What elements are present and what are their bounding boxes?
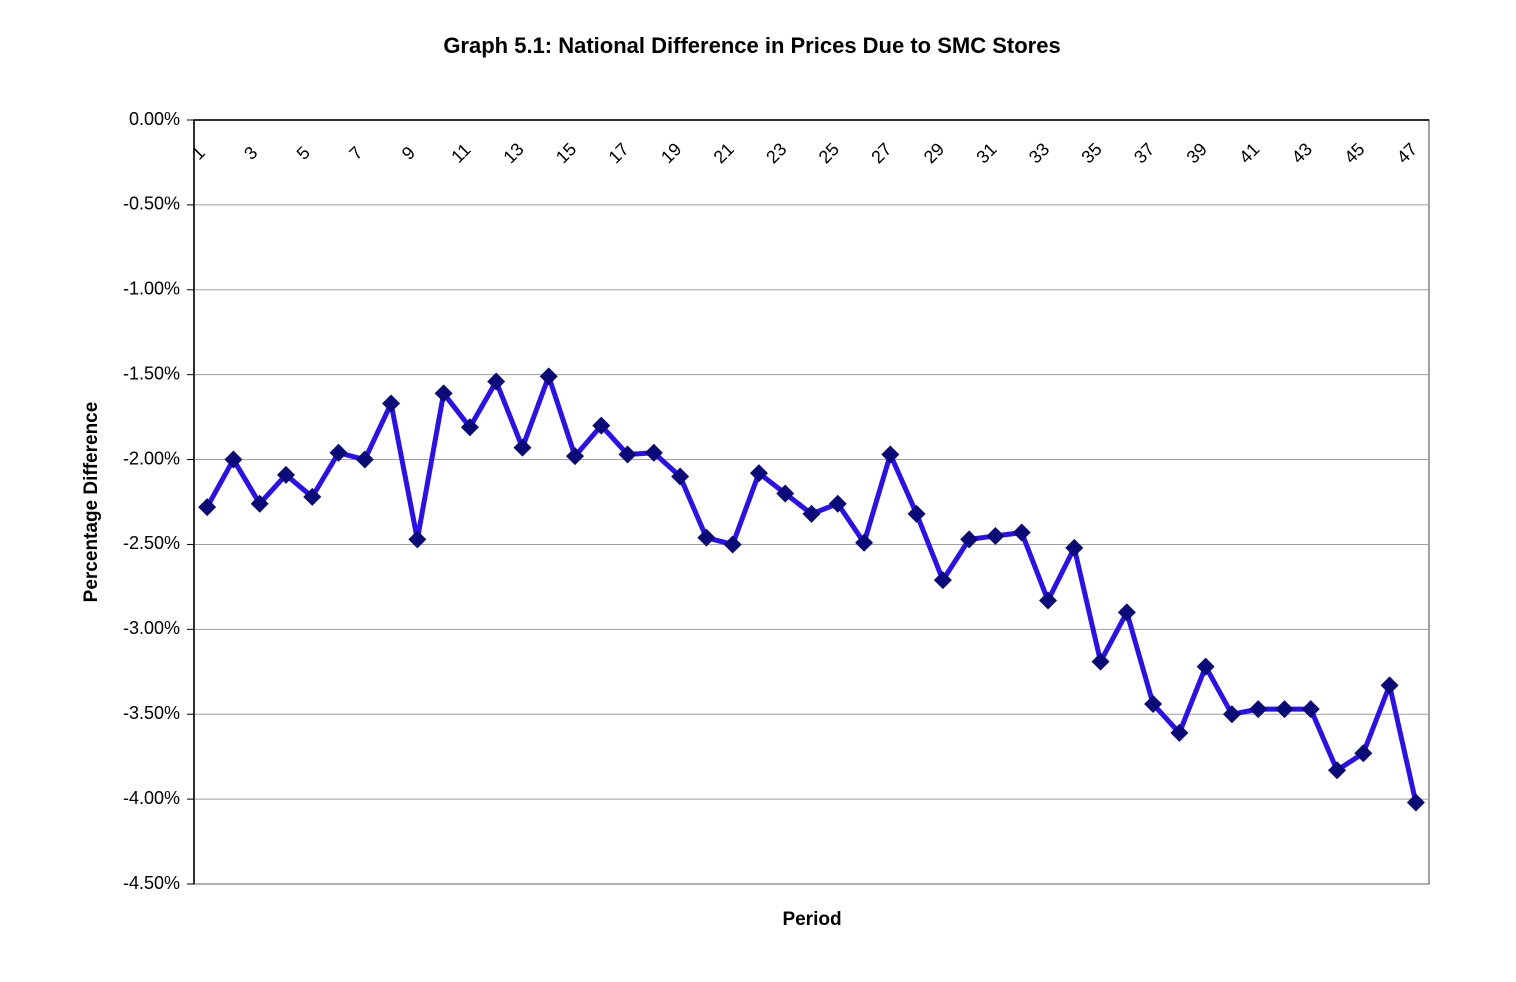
data-point	[1065, 538, 1084, 557]
data-point	[1275, 700, 1294, 719]
y-tick-label: -0.50%	[123, 194, 180, 214]
y-tick-label: -2.50%	[123, 533, 180, 553]
data-point	[382, 394, 401, 413]
x-tick-label: 33	[1025, 139, 1053, 167]
data-point	[1196, 657, 1215, 676]
data-point	[329, 443, 348, 462]
data-point	[933, 571, 952, 590]
x-tick-label: 37	[1130, 139, 1158, 167]
x-tick-label: 7	[345, 143, 366, 164]
data-point	[960, 530, 979, 549]
data-point	[592, 416, 611, 435]
data-point	[1301, 700, 1320, 719]
data-point	[749, 464, 768, 483]
data-point	[198, 498, 217, 517]
y-tick-label: -2.00%	[123, 448, 180, 468]
data-point	[644, 443, 663, 462]
y-tick-label: -3.50%	[123, 703, 180, 723]
x-tick-label: 17	[605, 139, 633, 167]
y-tick-label: -1.50%	[123, 363, 180, 383]
x-tick-label: 35	[1078, 139, 1106, 167]
x-tick-label: 47	[1393, 139, 1421, 167]
data-point	[513, 438, 532, 457]
data-point	[566, 447, 585, 466]
x-tick-label: 27	[867, 139, 895, 167]
data-point	[723, 535, 742, 554]
x-tick-label: 19	[657, 139, 685, 167]
data-point	[1222, 705, 1241, 724]
data-point	[434, 384, 453, 403]
data-point	[1038, 591, 1057, 610]
data-point	[250, 494, 269, 513]
data-point	[276, 465, 295, 484]
x-tick-label: 21	[710, 139, 738, 167]
y-tick-label: -4.00%	[123, 788, 180, 808]
y-axis-title: Percentage Difference	[81, 402, 102, 603]
data-point	[460, 418, 479, 437]
x-tick-label: 11	[447, 139, 474, 166]
x-tick-label: 5	[293, 143, 314, 164]
data-point	[1170, 723, 1189, 742]
data-point	[881, 445, 900, 464]
y-tick-label: -4.50%	[123, 873, 180, 893]
x-tick-label: 31	[972, 139, 1000, 167]
x-tick-label: 41	[1235, 139, 1263, 167]
data-point	[539, 367, 558, 386]
data-point	[776, 484, 795, 503]
data-point	[855, 533, 874, 552]
data-point	[1012, 523, 1031, 542]
y-tick-label: -1.00%	[123, 279, 180, 299]
data-point	[1091, 652, 1110, 671]
data-point	[828, 494, 847, 513]
plot-area	[193, 119, 1430, 885]
data-point	[487, 372, 506, 391]
data-point	[1406, 793, 1425, 812]
x-tick-label: 29	[920, 139, 948, 167]
x-tick-label: 3	[240, 143, 261, 164]
x-tick-label: 45	[1340, 139, 1368, 167]
y-tick-label: 0.00%	[129, 109, 180, 129]
x-tick-label: 15	[552, 139, 580, 167]
data-point	[224, 450, 243, 469]
x-axis-title: Period	[782, 909, 841, 930]
data-point	[303, 487, 322, 506]
data-point	[1380, 676, 1399, 695]
data-point	[618, 445, 637, 464]
x-tick-label: 39	[1183, 139, 1211, 167]
x-tick-label: 25	[815, 139, 843, 167]
x-tick-label: 23	[762, 139, 790, 167]
x-tick-label: 13	[499, 139, 527, 167]
x-tick-label: 1	[188, 143, 209, 164]
data-point	[1354, 744, 1373, 763]
series-line	[204, 373, 1419, 804]
data-point	[1144, 695, 1163, 714]
x-tick-label: 43	[1288, 139, 1316, 167]
data-point	[1249, 700, 1268, 719]
data-point	[907, 504, 926, 523]
data-point	[986, 526, 1005, 545]
data-point	[355, 450, 374, 469]
data-point	[1328, 761, 1347, 780]
data-point	[408, 530, 427, 549]
data-point	[802, 504, 821, 523]
y-tick-label: -3.00%	[123, 618, 180, 638]
data-point	[1117, 603, 1136, 622]
data-point	[671, 467, 690, 486]
x-tick-label: 9	[398, 143, 419, 164]
chart-title: Graph 5.1: National Difference in Prices…	[443, 33, 1060, 58]
data-point	[697, 528, 716, 547]
